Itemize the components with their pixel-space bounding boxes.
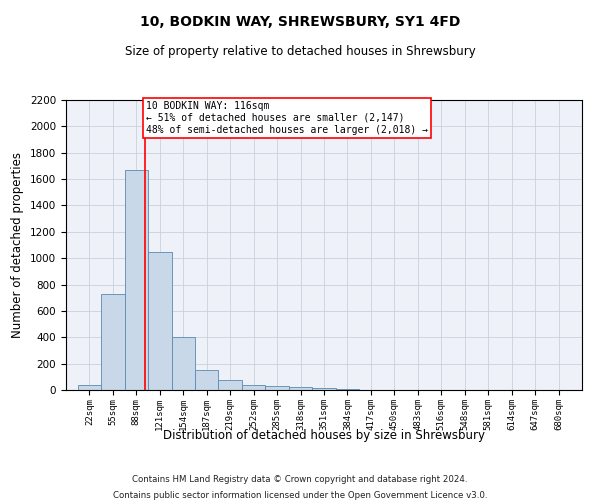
Bar — [78, 384, 101, 390]
Bar — [148, 252, 172, 390]
Bar — [289, 386, 312, 390]
Text: Distribution of detached houses by size in Shrewsbury: Distribution of detached houses by size … — [163, 428, 485, 442]
Text: Contains public sector information licensed under the Open Government Licence v3: Contains public sector information licen… — [113, 490, 487, 500]
Bar — [312, 388, 336, 390]
Text: 10, BODKIN WAY, SHREWSBURY, SY1 4FD: 10, BODKIN WAY, SHREWSBURY, SY1 4FD — [140, 15, 460, 29]
Bar — [242, 384, 265, 390]
Text: 10 BODKIN WAY: 116sqm
← 51% of detached houses are smaller (2,147)
48% of semi-d: 10 BODKIN WAY: 116sqm ← 51% of detached … — [146, 102, 428, 134]
Text: Size of property relative to detached houses in Shrewsbury: Size of property relative to detached ho… — [125, 45, 475, 58]
Bar — [218, 380, 242, 390]
Bar — [265, 386, 289, 390]
Bar — [125, 170, 148, 390]
Bar — [172, 338, 195, 390]
Text: Contains HM Land Registry data © Crown copyright and database right 2024.: Contains HM Land Registry data © Crown c… — [132, 476, 468, 484]
Y-axis label: Number of detached properties: Number of detached properties — [11, 152, 25, 338]
Bar — [195, 370, 218, 390]
Bar — [101, 294, 125, 390]
